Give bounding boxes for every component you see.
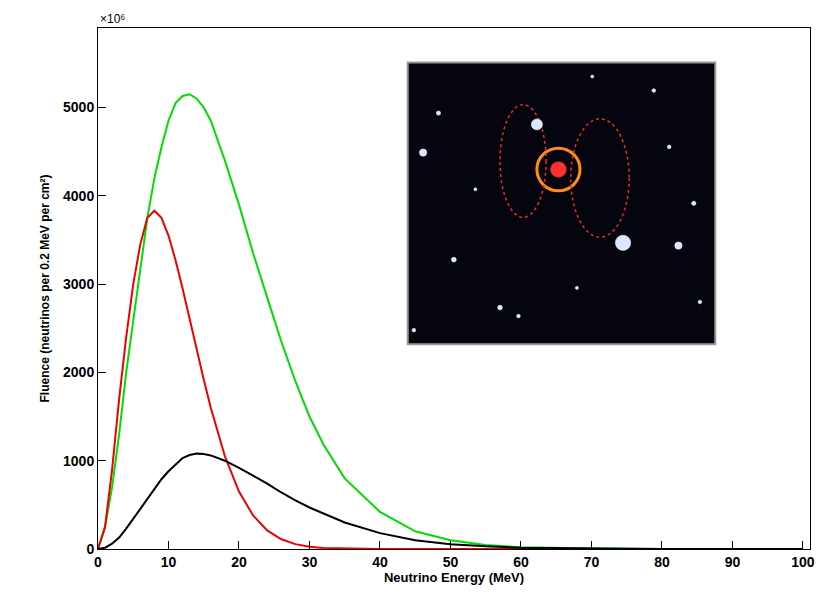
svg-text:×10⁶: ×10⁶ xyxy=(100,12,125,26)
svg-text:40: 40 xyxy=(372,554,388,570)
svg-text:70: 70 xyxy=(584,554,600,570)
svg-text:90: 90 xyxy=(725,554,741,570)
svg-text:4000: 4000 xyxy=(63,188,94,204)
svg-text:10: 10 xyxy=(161,554,177,570)
svg-text:20: 20 xyxy=(231,554,247,570)
svg-text:2000: 2000 xyxy=(63,364,94,380)
svg-text:0: 0 xyxy=(94,554,102,570)
svg-text:30: 30 xyxy=(302,554,318,570)
svg-text:Neutrino Energy (MeV): Neutrino Energy (MeV) xyxy=(384,570,524,585)
svg-text:1000: 1000 xyxy=(63,453,94,469)
svg-text:5000: 5000 xyxy=(63,99,94,115)
svg-text:60: 60 xyxy=(513,554,529,570)
svg-text:Fluence (neutrinos per 0.2 MeV: Fluence (neutrinos per 0.2 MeV per cm²) xyxy=(38,174,52,402)
svg-text:3000: 3000 xyxy=(63,276,94,292)
svg-text:50: 50 xyxy=(443,554,459,570)
svg-text:80: 80 xyxy=(654,554,670,570)
svg-text:100: 100 xyxy=(791,554,815,570)
svg-text:0: 0 xyxy=(86,541,94,557)
